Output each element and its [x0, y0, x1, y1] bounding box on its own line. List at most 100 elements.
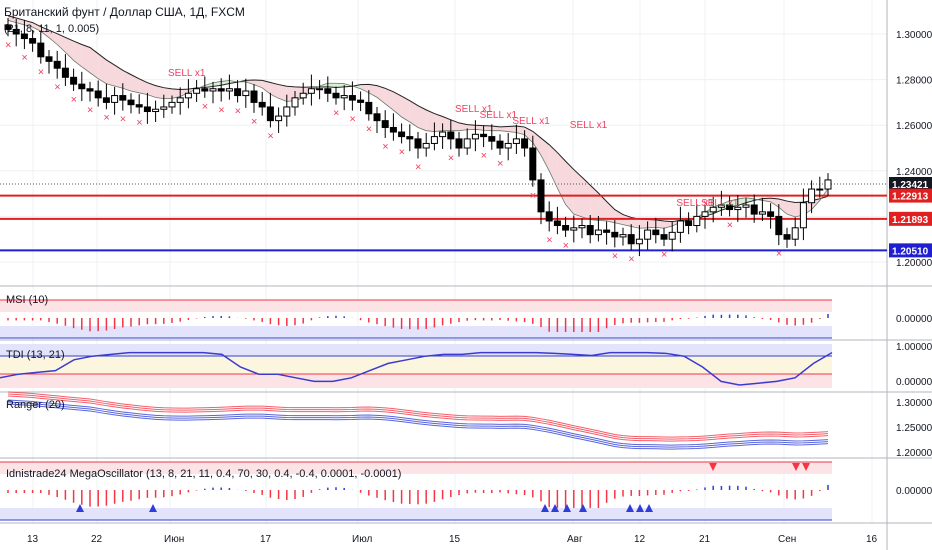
channel-fill-43 — [360, 84, 369, 93]
sell-label-0: SELL x1 — [168, 68, 206, 79]
tdi-pane-title: TDI (13, 21) — [6, 349, 65, 361]
channel-fill-62 — [516, 126, 525, 135]
channel-fill-29 — [245, 80, 254, 85]
channel-fill-32 — [270, 82, 279, 99]
sell-label-5: SELL x1 — [676, 198, 714, 209]
candle-body-22 — [184, 92, 192, 99]
sell-cross-12: × — [103, 112, 109, 124]
channel-fill-48 — [401, 96, 410, 123]
price-badge-1: 1.22913 — [892, 192, 929, 203]
channel-fill-19 — [163, 87, 172, 99]
candle-body-70 — [578, 225, 586, 229]
channel-fill-8 — [73, 41, 82, 67]
candle-body-56 — [463, 138, 471, 149]
channel-fill-70 — [582, 177, 591, 220]
channel-fill-13 — [114, 65, 123, 89]
mega-lower-zone — [0, 508, 832, 520]
sell-cross-44: × — [366, 124, 372, 136]
candle-body-82 — [676, 220, 684, 233]
channel-fill-40 — [336, 83, 345, 88]
channel-fill-60 — [500, 126, 509, 132]
candle-body-62 — [512, 138, 520, 144]
sell-cross-64: × — [530, 190, 536, 202]
channel-fill-68 — [565, 161, 574, 215]
channel-fill-7 — [65, 37, 74, 61]
price-badge-0: 1.23421 — [892, 180, 929, 191]
candle-body-73 — [603, 229, 611, 233]
channel-fill-52 — [434, 113, 443, 132]
mega-up-arrow-3 — [551, 504, 559, 512]
candle-body-74 — [611, 231, 619, 238]
tdi-upper-zone — [0, 344, 832, 356]
chart-title: Британский фунт / Доллар США, 1Д, FXCM — [4, 5, 245, 19]
candle-body-68 — [562, 225, 570, 231]
candle-body-26 — [217, 88, 225, 92]
candle-body-39 — [324, 88, 332, 94]
channel-fill-93 — [770, 198, 779, 208]
channel-fill-3 — [32, 22, 41, 32]
candle-body-12 — [102, 97, 110, 103]
ranger-tick-2: 1.20000 — [896, 448, 932, 459]
channel-fill-78 — [647, 219, 656, 228]
price-badge-3: 1.20510 — [892, 246, 929, 257]
time-tick-7: 12 — [634, 534, 646, 545]
candle-body-65 — [537, 179, 545, 213]
candle-body-100 — [824, 179, 832, 190]
candle-body-53 — [439, 131, 447, 138]
msi-tick-0: 0.00000 — [896, 314, 932, 325]
sell-label-4: SELL x1 — [570, 120, 608, 131]
candle-body-77 — [635, 238, 643, 245]
sell-cross-14: × — [120, 114, 126, 126]
channel-fill-56 — [467, 124, 476, 130]
channel-fill-17 — [147, 82, 156, 98]
price-tick-1: 1.28000 — [896, 76, 932, 87]
candle-body-58 — [480, 133, 488, 138]
candle-body-42 — [348, 95, 356, 101]
candle-body-71 — [586, 225, 594, 236]
candle-body-25 — [209, 88, 217, 92]
candle-body-13 — [111, 95, 119, 103]
sell-label-6: SELL x1 — [701, 198, 739, 209]
price-tick-2: 1.26000 — [896, 121, 932, 132]
ranger-lower-band-0 — [7, 403, 829, 450]
candle-body-36 — [299, 92, 307, 99]
candle-body-3 — [29, 38, 37, 44]
candle-body-51 — [422, 142, 430, 149]
mega-down-arrow-1 — [792, 463, 800, 471]
channel-fill-1 — [16, 18, 25, 25]
main-indicator-params: (21, 8, 11, 1, 0.005) — [4, 23, 100, 35]
channel-fill-15 — [131, 74, 140, 93]
candle-body-10 — [86, 88, 94, 92]
channel-fill-49 — [409, 100, 418, 128]
candle-body-85 — [701, 211, 709, 217]
candle-body-52 — [430, 136, 438, 144]
channel-fill-73 — [606, 201, 615, 223]
channel-fill-76 — [631, 217, 640, 229]
candle-body-24 — [201, 88, 209, 92]
channel-fill-21 — [180, 89, 189, 97]
candle-body-23 — [193, 88, 201, 94]
candle-body-69 — [570, 227, 578, 231]
sell-cross-4: × — [38, 67, 44, 79]
channel-fill-30 — [254, 80, 263, 88]
channel-fill-26 — [221, 80, 230, 86]
candle-body-60 — [496, 140, 504, 149]
candle-body-86 — [709, 206, 717, 213]
candle-body-93 — [767, 211, 775, 217]
sell-cross-74: × — [612, 250, 618, 262]
channel-fill-64 — [532, 131, 541, 156]
sell-cross-10: × — [87, 104, 93, 116]
candle-body-33 — [275, 115, 283, 122]
channel-fill-33 — [278, 84, 287, 102]
candle-body-46 — [381, 120, 389, 128]
mega-up-arrow-4 — [563, 504, 571, 512]
candle-body-80 — [660, 234, 668, 240]
candle-body-18 — [152, 108, 160, 113]
channel-fill-50 — [418, 105, 427, 131]
sell-cross-66: × — [546, 234, 552, 246]
candle-body-19 — [160, 106, 168, 110]
candle-body-61 — [504, 142, 512, 149]
mega-up-arrow-0 — [76, 504, 84, 512]
time-tick-10: 16 — [866, 534, 878, 545]
